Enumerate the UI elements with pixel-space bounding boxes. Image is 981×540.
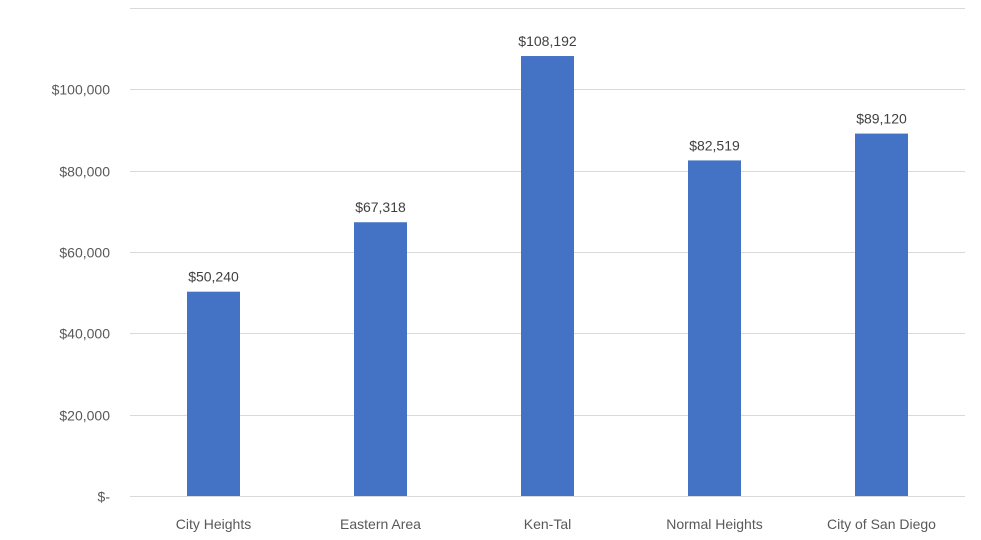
data-label: $108,192 <box>518 33 577 49</box>
y-tick-label: $20,000 <box>59 408 110 424</box>
data-label: $50,240 <box>188 269 239 285</box>
data-label: $82,519 <box>689 137 740 153</box>
x-tick-label: Normal Heights <box>666 516 762 532</box>
bar <box>688 160 741 496</box>
y-tick-label: $80,000 <box>59 164 110 180</box>
x-tick-label: City of San Diego <box>827 516 936 532</box>
x-axis-tick-labels: City Heights Eastern Area Ken-Tal Normal He… <box>176 516 936 532</box>
y-tick-label: $60,000 <box>59 245 110 261</box>
x-tick-label: City Heights <box>176 516 251 532</box>
x-tick-label: Eastern Area <box>340 516 421 532</box>
y-tick-label: $40,000 <box>59 326 110 342</box>
bar <box>855 133 908 496</box>
bar <box>521 56 574 497</box>
y-tick-label: $- <box>98 489 111 505</box>
bars <box>187 56 908 497</box>
x-tick-label: Ken-Tal <box>524 516 571 532</box>
data-label: $67,318 <box>355 199 406 215</box>
bar <box>187 291 240 496</box>
y-tick-label: $100,000 <box>52 82 111 98</box>
data-labels: $50,240 $67,318 $108,192 $82,519 $89,120 <box>188 33 907 285</box>
data-label: $89,120 <box>856 111 907 127</box>
bar <box>354 222 407 497</box>
y-axis-tick-labels: $- $20,000 $40,000 $60,000 $80,000 $100,000 <box>52 82 111 505</box>
